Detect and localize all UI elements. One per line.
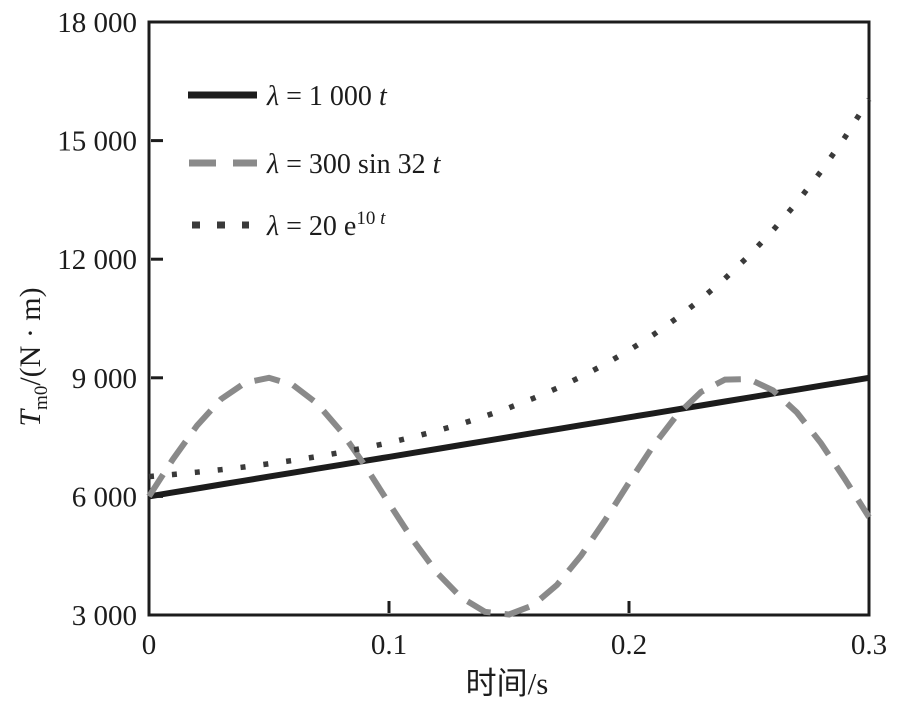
legend: λ = 1 000 t λ = 300 sin 32 t λ = 20 e10 … [188, 81, 442, 242]
y-tick-label-18000: 18 000 [57, 7, 137, 39]
legend-2-symbol: λ [266, 211, 279, 242]
legend-label-lambda-300sin32t: λ = 300 sin 32 t [266, 149, 442, 180]
series-line-lambda-20e10t [148, 97, 872, 480]
legend-0-variable: t [379, 81, 388, 112]
y-axis-label: Tm0/(N · m) [14, 287, 52, 426]
x-axis-tick-labels: 0 0.1 0.2 0.3 [142, 629, 887, 661]
x-tick-label-0.2: 0.2 [611, 629, 647, 661]
y-axis-label-units: /(N · m) [14, 287, 47, 385]
series-line-lambda-300sin32t [146, 374, 872, 618]
legend-2-text: = 20 e [279, 211, 356, 242]
legend-0-text: = 1 000 [279, 81, 379, 112]
y-tick-label-6000: 6 000 [72, 481, 137, 513]
y-axis-label-symbol: T [14, 408, 47, 427]
legend-1-text: = 300 sin 32 [279, 149, 432, 180]
legend-0-symbol: λ [266, 81, 279, 112]
x-tick-label-0.1: 0.1 [371, 629, 407, 661]
y-tick-label-12000: 12 000 [57, 244, 137, 276]
y-axis-label-subscript: m0 [31, 386, 52, 410]
plot-area-border [147, 20, 871, 617]
x-tick-label-0.3: 0.3 [851, 629, 887, 661]
y-tick-label-15000: 15 000 [57, 126, 137, 158]
series-lines [146, 97, 872, 618]
x-axis-label: 时间/s [466, 666, 549, 701]
legend-label-lambda-1000t: λ = 1 000 t [266, 81, 388, 112]
y-axis-tick-labels: 3 000 6 000 9 000 12 000 15 000 18 000 [57, 7, 137, 632]
y-tick-label-9000: 9 000 [72, 363, 137, 395]
y-axis-ticks [151, 139, 163, 498]
x-tick-label-0: 0 [142, 629, 157, 661]
legend-2-superscript: 10 [356, 208, 380, 229]
y-tick-label-3000: 3 000 [72, 600, 137, 632]
legend-1-symbol: λ [266, 149, 279, 180]
series-line-lambda-1000t [148, 374, 870, 500]
legend-label-lambda-20e10t: λ = 20 e10 t [266, 208, 386, 242]
legend-1-variable: t [433, 149, 442, 180]
x-axis-ticks [387, 601, 631, 613]
legend-2-superscript-variable: t [380, 208, 386, 229]
